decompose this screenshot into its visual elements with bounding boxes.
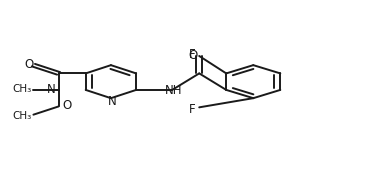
Text: N: N <box>47 83 56 96</box>
Text: NH: NH <box>165 84 182 97</box>
Text: O: O <box>25 58 34 71</box>
Text: CH₃: CH₃ <box>12 111 31 121</box>
Text: N: N <box>108 95 117 108</box>
Text: F: F <box>189 48 195 61</box>
Text: CH₃: CH₃ <box>12 84 31 94</box>
Text: F: F <box>189 103 195 116</box>
Text: O: O <box>62 99 71 112</box>
Text: O: O <box>188 49 197 62</box>
